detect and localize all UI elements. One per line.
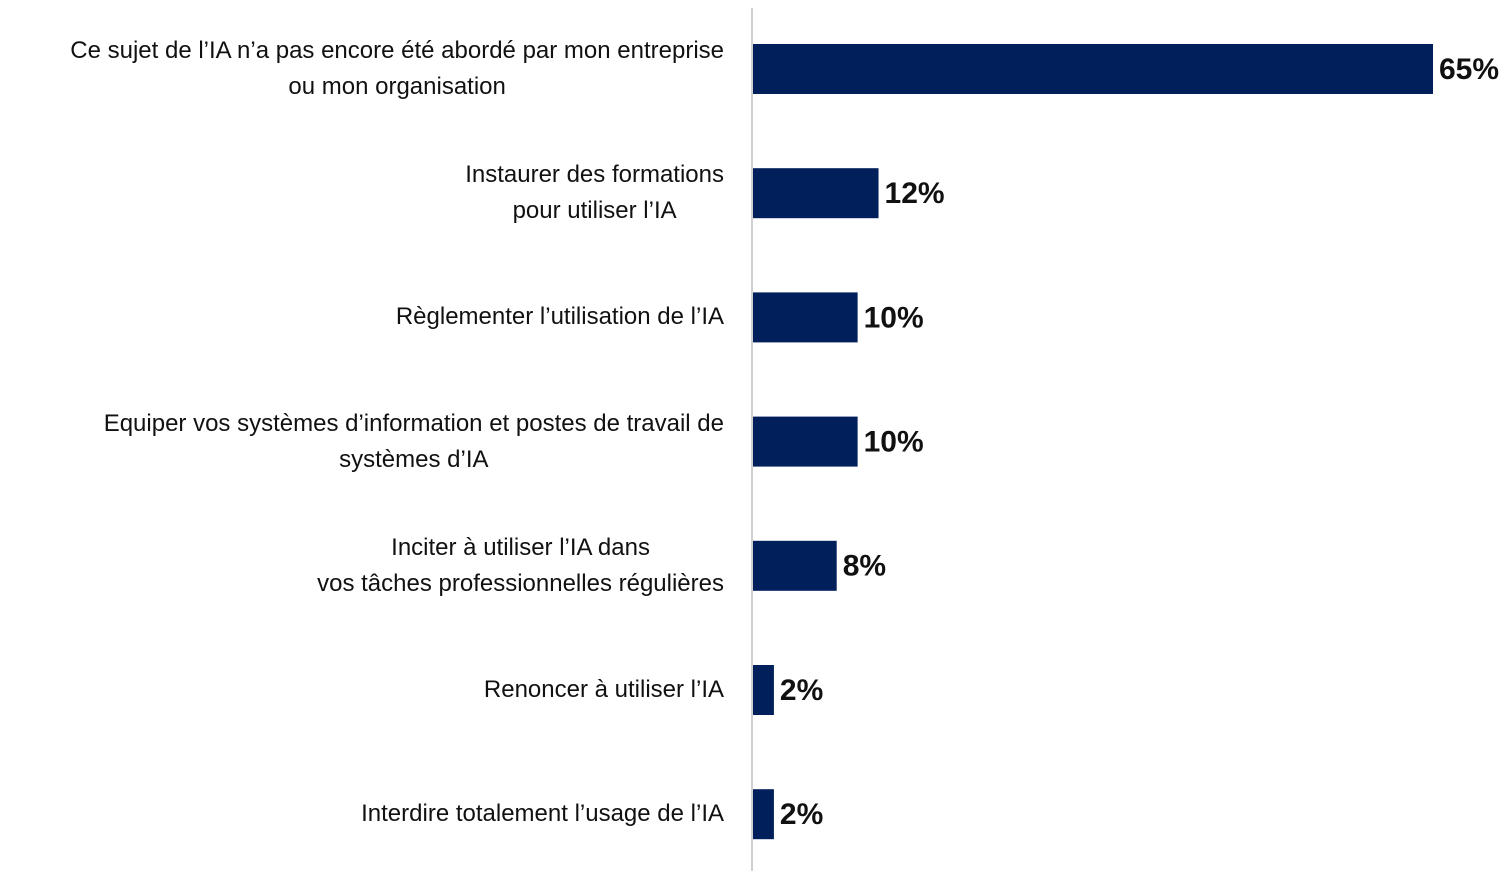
bar	[753, 665, 774, 715]
value-label: 2%	[780, 674, 823, 707]
bar	[753, 789, 774, 840]
value-label: 10%	[864, 301, 924, 334]
value-label: 12%	[885, 177, 945, 210]
category-label: Inciter à utiliser l’IA dans vos tâches …	[317, 533, 724, 597]
bar	[753, 292, 858, 343]
value-label: 10%	[864, 426, 924, 459]
value-label: 8%	[843, 550, 886, 583]
bar	[753, 44, 1433, 94]
category-label: Renoncer à utiliser l’IA	[483, 676, 724, 703]
value-label: 2%	[780, 798, 823, 831]
bar	[753, 416, 858, 467]
value-label: 65%	[1439, 53, 1499, 86]
bar	[753, 540, 837, 591]
category-label: Equiper vos systèmes d’information et po…	[103, 409, 724, 473]
category-label: Règlementer l’utilisation de l’IA	[395, 303, 724, 331]
category-label: Interdire totalement l’usage de l’IA	[361, 800, 724, 828]
category-label: Instaurer des formations pour utiliser l…	[465, 161, 724, 225]
category-label: Ce sujet de l’IA n’a pas encore été abor…	[70, 37, 724, 100]
bar	[753, 168, 879, 219]
